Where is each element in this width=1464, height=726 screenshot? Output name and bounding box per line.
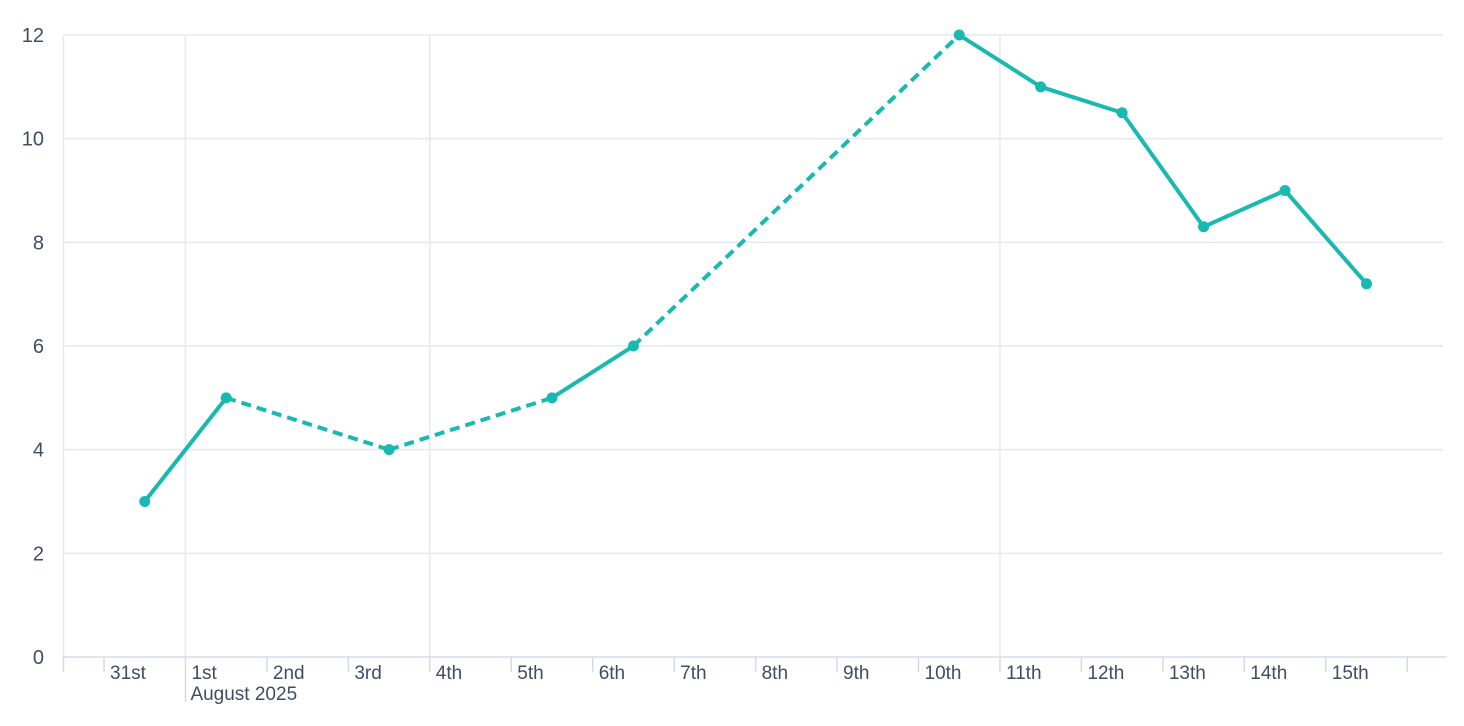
data-point-3rd[interactable] bbox=[383, 444, 395, 456]
data-point-1st[interactable] bbox=[220, 392, 232, 404]
y-axis-label: 8 bbox=[33, 232, 44, 254]
series-segment-dashed bbox=[388, 395, 553, 452]
series-segment-dashed bbox=[632, 33, 961, 348]
series-segment-solid bbox=[549, 344, 636, 400]
series-segment-solid bbox=[142, 395, 229, 504]
data-point-10th[interactable] bbox=[953, 29, 965, 41]
x-axis-label: 7th bbox=[680, 663, 706, 684]
data-point-15th[interactable] bbox=[1360, 278, 1372, 290]
x-axis-label: 31st bbox=[110, 663, 147, 684]
series-segment-solid bbox=[1120, 110, 1206, 229]
x-axis-label: 14th bbox=[1250, 663, 1287, 684]
y-axis-label: 12 bbox=[22, 25, 44, 47]
series-segment-solid bbox=[957, 33, 1043, 89]
x-axis-label: 5th bbox=[517, 663, 543, 684]
series-segment-solid bbox=[1283, 188, 1369, 286]
data-point-31st[interactable] bbox=[139, 496, 151, 507]
data-point-11th[interactable] bbox=[1035, 81, 1047, 93]
x-axis-label: 8th bbox=[762, 663, 788, 684]
x-axis-label: 4th bbox=[436, 663, 462, 684]
x-axis-label: 10th bbox=[925, 663, 962, 684]
x-axis-label: 13th bbox=[1169, 663, 1206, 684]
x-axis-label: 6th bbox=[599, 663, 625, 684]
data-point-5th[interactable] bbox=[546, 392, 558, 404]
y-axis-label: 0 bbox=[33, 647, 44, 669]
data-point-12th[interactable] bbox=[1116, 107, 1128, 119]
data-point-13th[interactable] bbox=[1198, 221, 1210, 233]
y-axis-label: 10 bbox=[22, 129, 44, 151]
x-axis-label: 12th bbox=[1087, 663, 1124, 684]
series-segment-solid bbox=[1038, 84, 1125, 115]
x-axis-label: 9th bbox=[843, 663, 869, 684]
series-segment-dashed bbox=[225, 395, 390, 452]
series-segment-solid bbox=[1201, 188, 1288, 229]
y-axis-label: 2 bbox=[33, 543, 44, 565]
x-axis-label: 1st bbox=[191, 663, 217, 684]
month-label: August 2025 bbox=[190, 684, 297, 705]
y-axis-label: 4 bbox=[33, 440, 44, 462]
x-axis-label: 15th bbox=[1332, 663, 1369, 684]
data-point-6th[interactable] bbox=[627, 340, 639, 352]
x-axis-label: 2nd bbox=[273, 663, 305, 684]
y-axis-label: 6 bbox=[33, 336, 44, 358]
x-axis-label: 11th bbox=[1006, 663, 1042, 684]
data-point-14th[interactable] bbox=[1279, 185, 1291, 196]
x-axis-label: 3rd bbox=[354, 663, 381, 684]
